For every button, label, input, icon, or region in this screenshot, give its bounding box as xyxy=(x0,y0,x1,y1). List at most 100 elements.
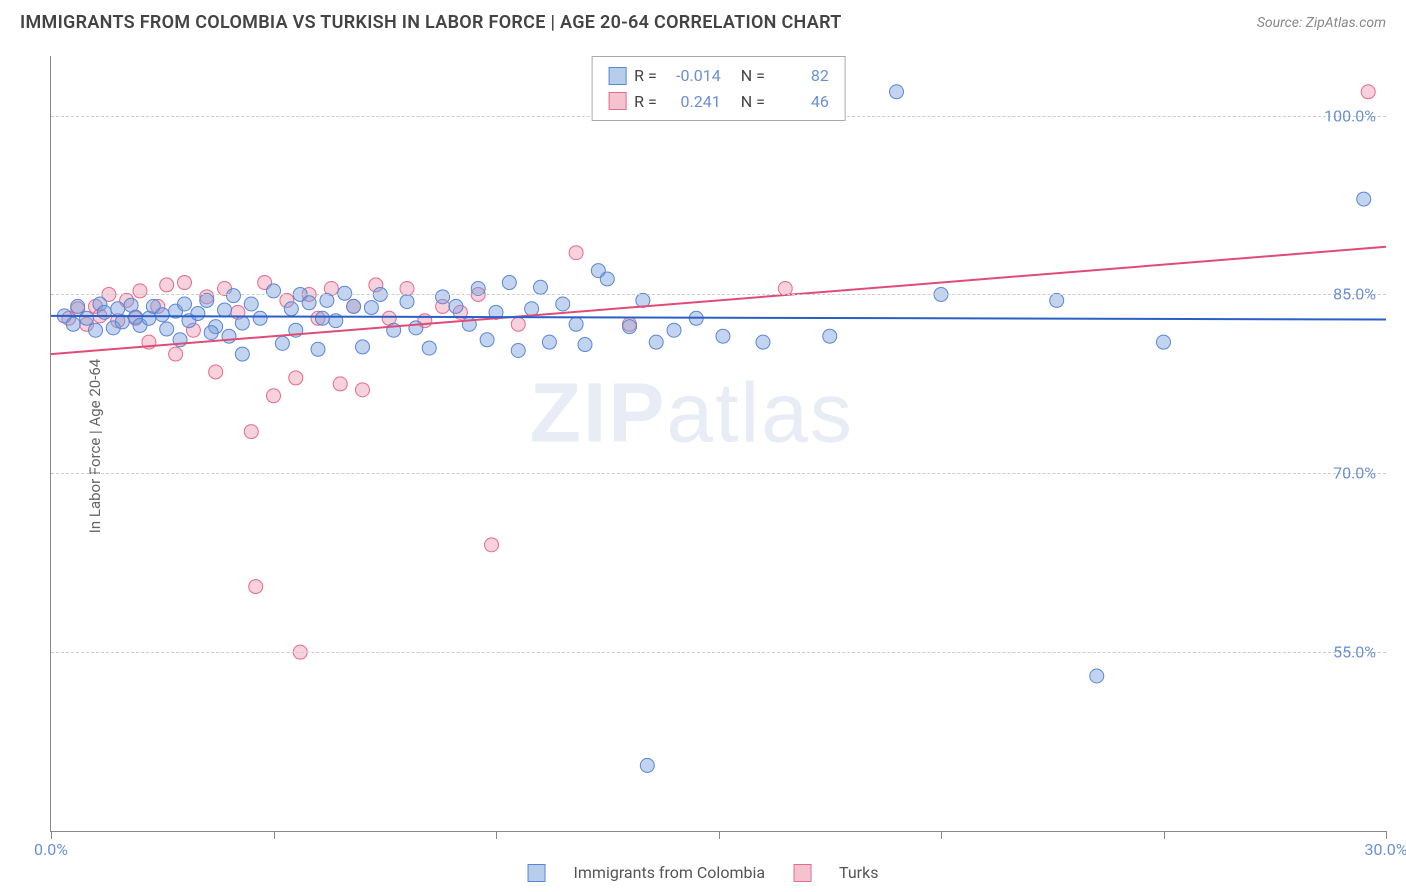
xtick xyxy=(51,831,52,839)
xtick xyxy=(274,831,275,839)
scatter-point-turks xyxy=(133,284,147,298)
scatter-point-colombia xyxy=(534,280,548,294)
scatter-point-colombia xyxy=(226,289,240,303)
scatter-point-colombia xyxy=(284,302,298,316)
scatter-point-colombia xyxy=(1090,669,1104,683)
scatter-point-colombia xyxy=(600,272,614,286)
r-label: R = xyxy=(634,63,657,89)
scatter-point-colombia xyxy=(97,305,111,319)
scatter-point-colombia xyxy=(436,290,450,304)
scatter-point-colombia xyxy=(480,333,494,347)
stats-legend-row-1: R = 0.241 N = 46 xyxy=(608,89,829,115)
scatter-point-colombia xyxy=(409,321,423,335)
xtick-label: 0.0% xyxy=(34,840,68,859)
scatter-point-colombia xyxy=(1050,293,1064,307)
scatter-point-turks xyxy=(485,538,499,552)
scatter-point-colombia xyxy=(80,311,94,325)
legend-swatch-colombia xyxy=(528,864,546,882)
scatter-point-colombia xyxy=(253,311,267,325)
scatter-point-colombia xyxy=(204,326,218,340)
scatter-point-colombia xyxy=(311,342,325,356)
scatter-point-turks xyxy=(569,246,583,260)
scatter-point-turks xyxy=(400,282,414,296)
scatter-point-colombia xyxy=(191,307,205,321)
scatter-point-turks xyxy=(209,365,223,379)
scatter-point-colombia xyxy=(302,296,316,310)
scatter-point-turks xyxy=(778,282,792,296)
scatter-point-colombia xyxy=(623,320,637,334)
gridline xyxy=(51,473,1386,474)
scatter-point-colombia xyxy=(347,299,361,313)
xtick xyxy=(1386,831,1387,839)
scatter-point-turks xyxy=(333,377,347,391)
ytick-label: 100.0% xyxy=(1324,106,1376,125)
chart-plot-area: ZIPatlas R = -0.014 N = 82 R = 0.241 N =… xyxy=(50,56,1386,832)
scatter-point-colombia xyxy=(235,316,249,330)
scatter-point-turks xyxy=(1361,85,1375,99)
scatter-svg xyxy=(51,56,1386,831)
xtick xyxy=(941,831,942,839)
scatter-point-colombia xyxy=(502,276,516,290)
scatter-point-turks xyxy=(356,383,370,397)
scatter-point-colombia xyxy=(640,758,654,772)
scatter-point-colombia xyxy=(111,302,125,316)
n-label: N = xyxy=(741,63,765,89)
scatter-point-colombia xyxy=(218,303,232,317)
scatter-point-colombia xyxy=(315,311,329,325)
scatter-point-colombia xyxy=(578,338,592,352)
scatter-point-colombia xyxy=(667,323,681,337)
scatter-point-colombia xyxy=(756,335,770,349)
ytick-label: 55.0% xyxy=(1333,643,1376,662)
scatter-point-turks xyxy=(178,276,192,290)
ytick-label: 70.0% xyxy=(1333,464,1376,483)
scatter-point-colombia xyxy=(569,317,583,331)
scatter-point-colombia xyxy=(449,299,463,313)
scatter-point-colombia xyxy=(155,308,169,322)
r-label: R = xyxy=(634,89,657,115)
r-value-1: 0.241 xyxy=(665,89,721,115)
xtick xyxy=(496,831,497,839)
ytick-label: 85.0% xyxy=(1333,285,1376,304)
scatter-point-colombia xyxy=(356,340,370,354)
scatter-point-colombia xyxy=(200,293,214,307)
stats-legend: R = -0.014 N = 82 R = 0.241 N = 46 xyxy=(591,56,846,121)
legend-label-colombia: Immigrants from Colombia xyxy=(574,863,766,882)
scatter-point-colombia xyxy=(400,295,414,309)
scatter-point-colombia xyxy=(235,347,249,361)
scatter-point-colombia xyxy=(525,302,539,316)
scatter-point-colombia xyxy=(649,335,663,349)
scatter-point-colombia xyxy=(178,297,192,311)
gridline xyxy=(51,652,1386,653)
gridline xyxy=(51,294,1386,295)
stats-legend-row-0: R = -0.014 N = 82 xyxy=(608,63,829,89)
scatter-point-turks xyxy=(267,389,281,403)
scatter-point-colombia xyxy=(71,299,85,313)
n-value-0: 82 xyxy=(773,63,829,89)
scatter-point-turks xyxy=(249,580,263,594)
scatter-point-colombia xyxy=(1357,192,1371,206)
scatter-point-turks xyxy=(244,425,258,439)
n-value-1: 46 xyxy=(773,89,829,115)
scatter-point-colombia xyxy=(338,286,352,300)
xtick xyxy=(719,831,720,839)
n-label: N = xyxy=(741,89,765,115)
swatch-colombia xyxy=(608,67,626,85)
series-legend: Immigrants from Colombia Turks xyxy=(528,863,879,882)
xtick-label: 30.0% xyxy=(1365,840,1406,859)
swatch-turks xyxy=(608,92,626,110)
scatter-point-colombia xyxy=(823,329,837,343)
scatter-point-colombia xyxy=(267,284,281,298)
scatter-point-colombia xyxy=(422,341,436,355)
scatter-point-colombia xyxy=(89,323,103,337)
scatter-point-colombia xyxy=(511,344,525,358)
scatter-point-colombia xyxy=(716,329,730,343)
r-value-0: -0.014 xyxy=(665,63,721,89)
scatter-point-colombia xyxy=(890,85,904,99)
scatter-point-colombia xyxy=(320,293,334,307)
scatter-point-turks xyxy=(289,371,303,385)
scatter-point-turks xyxy=(169,347,183,361)
source-label: Source: ZipAtlas.com xyxy=(1257,15,1386,31)
scatter-point-colombia xyxy=(160,322,174,336)
scatter-point-turks xyxy=(160,278,174,292)
trendline-colombia xyxy=(51,316,1386,320)
